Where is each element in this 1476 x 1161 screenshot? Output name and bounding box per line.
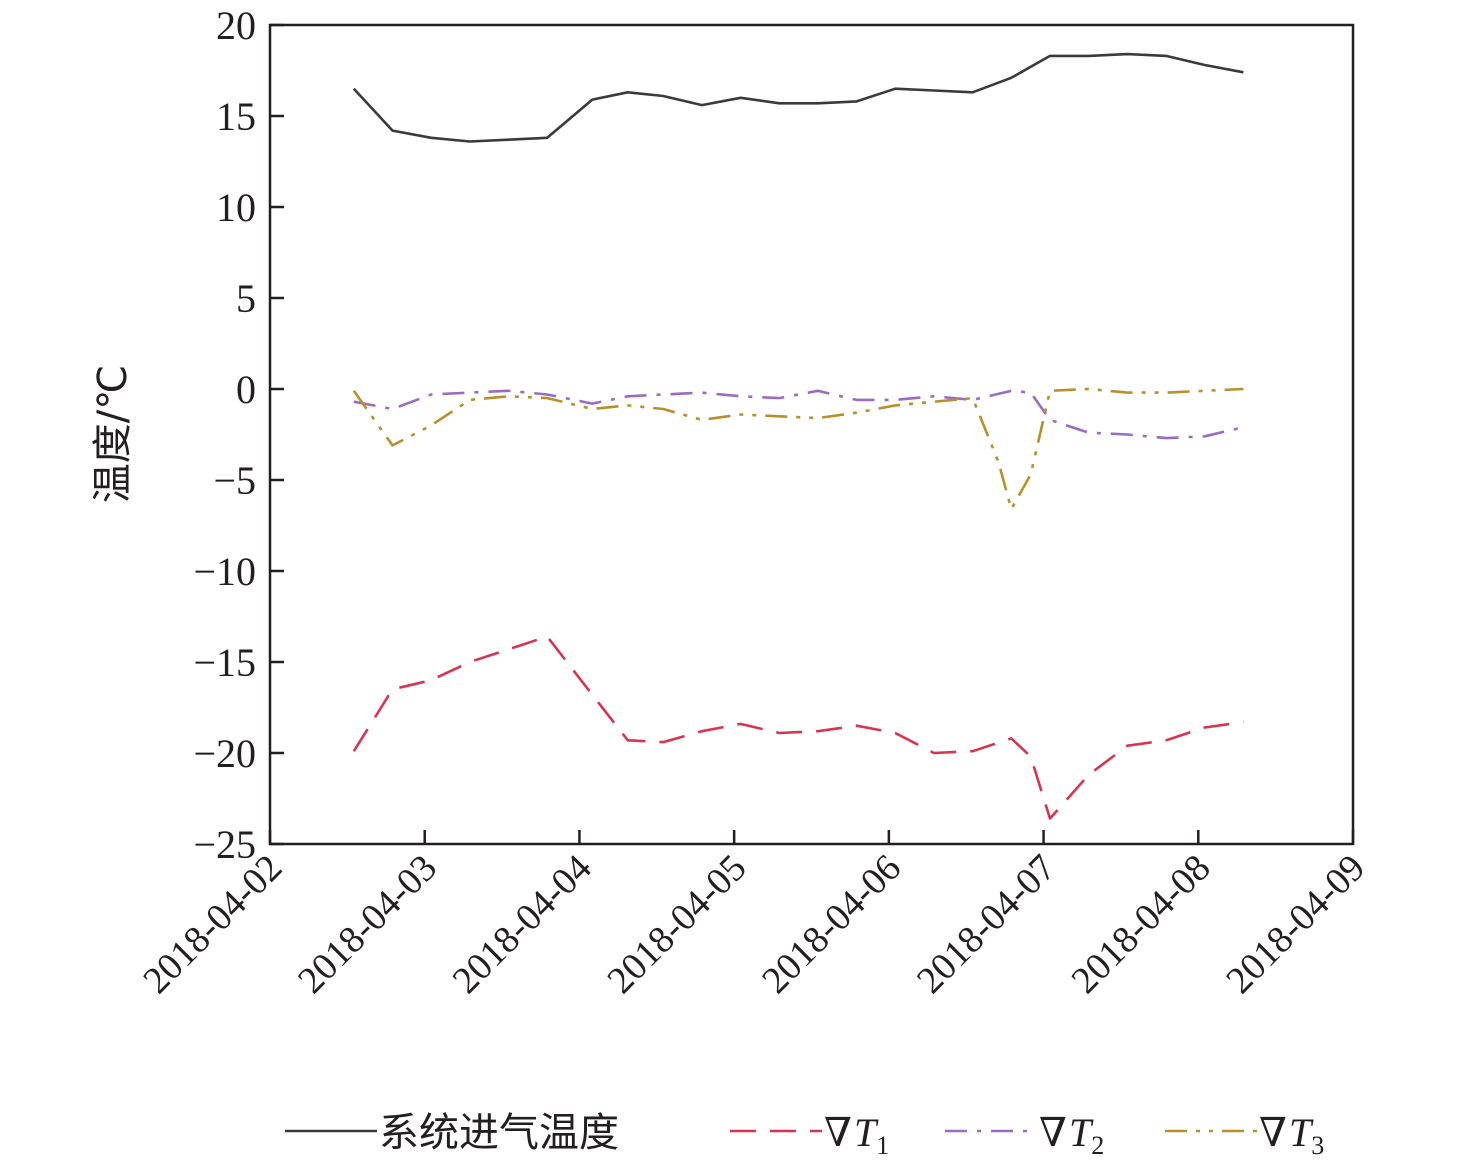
y-tick-label: 5 [236,276,256,321]
x-tick-label: 2018-04-03 [290,847,445,1002]
y-tick-label: −5 [213,458,256,503]
y-tick-label: 0 [236,367,256,412]
legend-label: ∇T2 [1039,1110,1104,1160]
plot-lines [352,52,1244,820]
y-tick-label: −15 [193,640,256,685]
x-tick-label: 2018-04-07 [909,847,1064,1002]
y-tick-label: −25 [193,822,256,867]
x-tick-label: 2018-04-09 [1218,847,1373,1002]
legend-label: ∇T3 [1259,1110,1324,1160]
x-tick-label: 2018-04-05 [599,847,754,1002]
series-line-3 [353,389,1244,440]
y-tick-label: −20 [193,731,256,776]
legend: 系统进气温度 ∇T1 ∇T2 ∇T3 [285,1110,1324,1160]
y-axis: 20 15 10 5 0 −5 −10 −15 −20 −25 [193,3,284,867]
series-line-1 [352,52,1244,143]
legend-label: 系统进气温度 [379,1110,619,1156]
legend-item-4: ∇T3 [1165,1110,1324,1160]
y-tick-label: 10 [216,185,256,230]
series-line-4 [352,387,1244,511]
x-tick-label: 2018-04-06 [754,847,909,1002]
x-axis: 2018-04-02 2018-04-03 2018-04-04 2018-04-05… [135,830,1373,1002]
legend-item-3: ∇T2 [945,1110,1104,1160]
legend-item-1: 系统进气温度 [285,1110,619,1156]
y-axis-title: 温度/℃ [90,365,136,503]
legend-label: ∇T1 [824,1110,889,1160]
y-tick-label: −10 [193,549,256,594]
series-line-2 [352,635,1244,820]
x-tick-label: 2018-04-08 [1064,847,1219,1002]
x-tick-label: 2018-04-02 [135,847,290,1002]
plot-frame [268,23,1355,846]
y-tick-label: 15 [216,94,256,139]
x-tick-label: 2018-04-04 [445,847,600,1002]
legend-item-2: ∇T1 [730,1110,889,1160]
y-tick-label: 20 [216,3,256,48]
